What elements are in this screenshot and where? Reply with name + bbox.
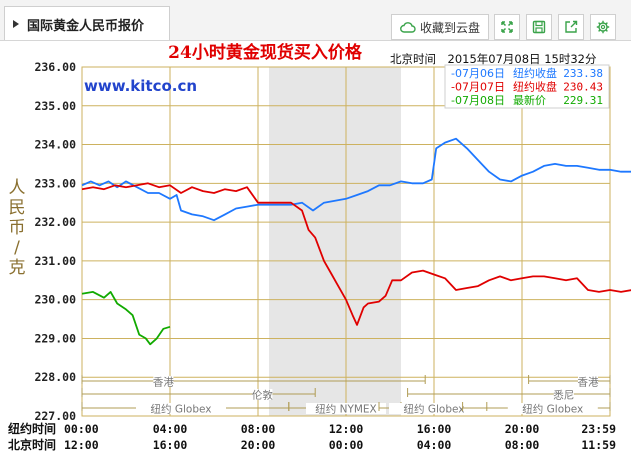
x-axis-row-label: 北京时间 — [8, 437, 56, 452]
y-tick-label: 235.00 — [34, 99, 76, 113]
share-button[interactable] — [558, 14, 584, 40]
market-label: 香港 — [153, 377, 174, 389]
timestamp: 北京时间 2015年07月08日 15时32分 — [390, 52, 597, 66]
x-tick-label: 12:00 — [329, 422, 364, 436]
x-tick-label: 20:00 — [241, 438, 276, 452]
y-axis-label-char: 币 — [9, 218, 26, 238]
market-label-bg — [578, 376, 598, 387]
market-label-bg — [252, 389, 273, 400]
y-tick-label: 236.00 — [34, 60, 76, 74]
legend-date: -07月06日 — [451, 67, 505, 80]
save-to-cloud-button[interactable]: 收藏到云盘 — [391, 14, 489, 40]
save-icon — [532, 20, 546, 34]
chart-title: 24小时黄金现货买入价格 — [168, 42, 363, 63]
y-axis-label-char: 人 — [9, 178, 26, 198]
x-tick-label: 04:00 — [153, 422, 188, 436]
y-tick-label: 231.00 — [34, 254, 76, 268]
save-to-cloud-label: 收藏到云盘 — [419, 20, 480, 35]
cloud-icon — [400, 22, 416, 33]
x-tick-label: 16:00 — [153, 438, 188, 452]
market-label-bg — [306, 403, 386, 414]
fullscreen-button[interactable] — [494, 14, 520, 40]
market-label-bg — [153, 376, 174, 387]
market-label: 纽约 Globex — [404, 403, 465, 416]
market-label-bg — [507, 403, 598, 414]
y-tick-label: 234.00 — [34, 138, 76, 152]
y-tick-label: 233.00 — [34, 176, 76, 190]
market-label: 纽约 NYMEX — [315, 403, 377, 416]
y-axis-label-char: 克 — [9, 258, 26, 278]
x-tick-label: 08:00 — [241, 422, 276, 436]
y-tick-label: 228.00 — [34, 370, 76, 384]
x-tick-label: 23:59 — [581, 422, 616, 436]
x-tick-label: 04:00 — [417, 438, 452, 452]
x-tick-label: 12:00 — [64, 438, 99, 452]
expand-icon — [501, 21, 513, 33]
x-tick-label: 00:00 — [64, 422, 99, 436]
kitco-watermark: www.kitco.cn — [84, 77, 197, 95]
market-label-bg — [389, 403, 479, 414]
x-tick-label: 11:59 — [581, 438, 616, 452]
series-line-2 — [81, 182, 631, 326]
save-button[interactable] — [526, 14, 552, 40]
y-tick-label: 227.00 — [34, 409, 76, 423]
series-line-1 — [81, 137, 631, 222]
legend-value: 230.43 — [563, 81, 603, 94]
legend-value: 229.31 — [563, 94, 603, 107]
y-tick-label: 230.00 — [34, 293, 76, 307]
tab-title: 国际黄金人民币报价 — [27, 19, 145, 34]
market-label-bg — [136, 403, 226, 414]
settings-button[interactable] — [590, 14, 616, 40]
market-label-bg — [553, 389, 574, 400]
tab-bar: 国际黄金人民币报价 收藏到云盘 — [0, 0, 631, 41]
series-line-3 — [81, 291, 171, 346]
market-label: 悉尼 — [553, 390, 574, 402]
x-tick-label: 16:00 — [417, 422, 452, 436]
legend-date: -07月07日 — [451, 81, 505, 94]
x-tick-label: 20:00 — [505, 422, 540, 436]
y-tick-label: 229.00 — [34, 331, 76, 345]
legend: -07月06日 纽约收盘 233.38 -07月07日 纽约收盘 230.43 -07月08… — [444, 64, 610, 109]
triangle-right-icon — [13, 20, 19, 28]
legend-label: 纽约收盘 — [513, 66, 557, 80]
legend-label: 最新价 — [513, 93, 546, 107]
x-tick-label: 08:00 — [505, 438, 540, 452]
x-tick-label: 00:00 — [329, 438, 364, 452]
tab-gold-rmb-quote[interactable]: 国际黄金人民币报价 — [4, 6, 170, 40]
share-icon — [565, 20, 578, 33]
market-label: 纽约 Globex — [151, 403, 212, 416]
x-axis-row-label: 纽约时间 — [8, 421, 56, 436]
market-label: 伦敦 — [252, 389, 273, 402]
legend-label: 纽约收盘 — [513, 80, 557, 94]
market-label: 香港 — [578, 377, 599, 389]
legend-box — [444, 64, 610, 109]
y-axis-label-char: / — [14, 238, 20, 258]
legend-value: 233.38 — [563, 67, 603, 80]
gear-icon — [596, 20, 610, 34]
nymex-session-shade — [269, 67, 401, 416]
market-label: 纽约 Globex — [522, 403, 583, 416]
y-tick-label: 232.00 — [34, 215, 76, 229]
y-axis-label-char: 民 — [9, 198, 26, 218]
legend-date: -07月08日 — [451, 94, 505, 107]
